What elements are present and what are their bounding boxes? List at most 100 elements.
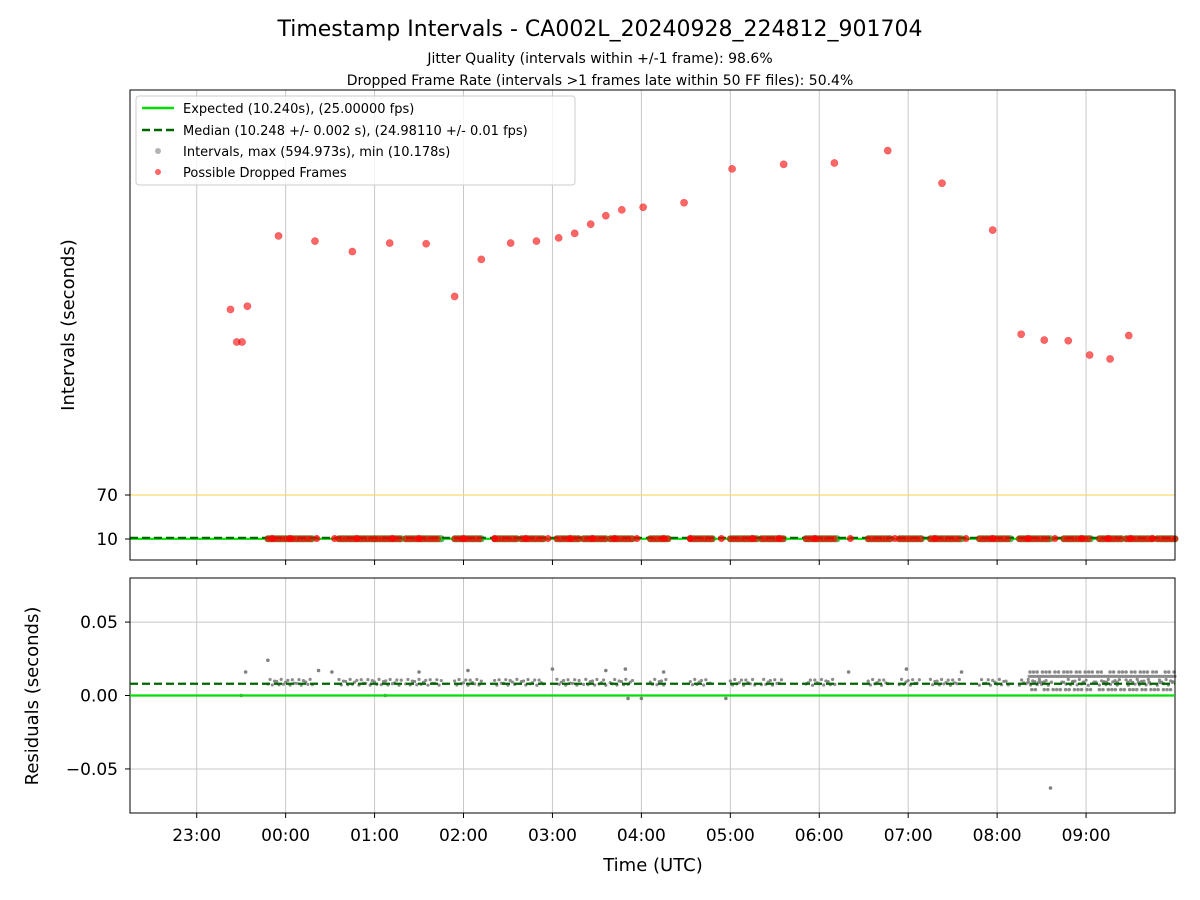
dropped-frame-point	[1124, 331, 1133, 340]
residual-point	[866, 679, 870, 683]
residual-point	[275, 679, 279, 683]
residual-outlier-point	[724, 696, 728, 701]
residual-point	[957, 677, 961, 682]
residual-point	[435, 678, 439, 682]
residual-point	[1044, 679, 1048, 683]
dropped-frame-point	[779, 160, 788, 169]
residuals-y-ticks: 0.05 0.00 −0.05	[66, 613, 130, 780]
legend-intervals-label: Intervals, max (594.973s), min (10.178s)	[183, 145, 450, 160]
residual-point	[911, 678, 915, 682]
dropped-frame-point	[1085, 535, 1093, 543]
residual-point	[493, 678, 497, 683]
dropped-frame-point	[238, 338, 246, 346]
residual-point	[1124, 678, 1128, 682]
dropped-frame-point	[274, 232, 283, 240]
residual-point	[1097, 683, 1102, 687]
residual-point	[1129, 670, 1134, 674]
residuals-reference-lines	[130, 682, 1175, 697]
residual-point	[997, 677, 1001, 681]
residuals-x-ticks: 23:00 00:00 01:00 02:00 03:00 04:00 05:00 06:00…	[172, 813, 1111, 846]
dropped-frame-point	[628, 535, 635, 543]
residual-point	[573, 678, 577, 682]
intervals-y-tick-label: 10	[96, 530, 118, 550]
dropped-frame-point	[450, 292, 459, 301]
residual-point	[739, 678, 744, 682]
intervals-points	[130, 146, 1179, 543]
residuals-y-tick-label: −0.05	[66, 760, 118, 780]
residual-point	[1165, 687, 1169, 692]
residual-point	[1154, 670, 1159, 674]
residual-point	[535, 683, 539, 687]
residual-point	[286, 678, 290, 682]
residual-point	[704, 678, 708, 682]
chart-title: Timestamp Intervals - CA002L_20240928_22…	[276, 17, 922, 42]
residual-point	[773, 678, 777, 682]
residual-point	[377, 677, 381, 681]
intervals-axes-frame	[129, 89, 1176, 561]
residuals-x-tick-label: 04:00	[617, 826, 666, 846]
residual-point	[1090, 670, 1095, 674]
residual-point	[1046, 687, 1050, 692]
dropped-frame-point	[639, 203, 648, 212]
residual-point	[1069, 670, 1073, 674]
residual-point	[1047, 670, 1052, 674]
residual-point	[561, 678, 566, 683]
residuals-x-tick-label: 00:00	[261, 826, 310, 846]
residual-point	[991, 678, 995, 682]
residual-outlier-point	[639, 696, 644, 701]
residual-point	[1142, 679, 1146, 683]
residual-point	[1072, 687, 1077, 692]
residual-point	[819, 677, 824, 682]
dropped-frame-point	[512, 535, 520, 543]
dropped-frame-point	[1106, 355, 1114, 363]
residual-point	[510, 680, 515, 684]
residual-point	[457, 677, 461, 682]
dropped-frame-point	[313, 535, 321, 543]
residual-point	[833, 682, 837, 686]
dropped-frame-point	[434, 535, 442, 543]
residual-point	[986, 678, 990, 682]
residual-point	[584, 677, 588, 681]
residual-point	[871, 677, 875, 682]
residual-point	[508, 678, 512, 683]
residual-point	[1118, 687, 1123, 692]
residual-point	[1131, 687, 1135, 692]
dropped-frame-point	[917, 535, 924, 543]
residual-point	[1170, 680, 1175, 685]
residual-point	[344, 679, 348, 684]
residual-outlier-point	[550, 667, 555, 671]
residuals-x-axis-label: Time (UTC)	[602, 855, 703, 876]
dropped-frame-point	[1004, 535, 1012, 543]
residuals-x-tick-label: 02:00	[439, 826, 488, 846]
residual-point	[1120, 670, 1125, 674]
residual-outlier-point	[623, 667, 628, 671]
residual-point	[1040, 670, 1045, 674]
residual-point	[1058, 687, 1063, 692]
residual-point	[1028, 670, 1032, 674]
dropped-frame-point	[955, 535, 963, 543]
residual-point	[1110, 687, 1114, 692]
residual-point	[822, 683, 826, 687]
residual-point	[1134, 687, 1139, 692]
residual-point	[595, 677, 599, 682]
residual-point	[515, 677, 519, 681]
residual-point	[1149, 687, 1153, 692]
residual-point	[1077, 677, 1081, 682]
residual-outlier-point	[626, 696, 630, 701]
dropped-frame-point	[1051, 535, 1059, 543]
residual-point	[882, 678, 886, 682]
residual-point	[1056, 670, 1061, 674]
residual-point	[497, 678, 501, 682]
residual-point	[1127, 687, 1132, 692]
residuals-y-tick-label: 0.00	[80, 687, 118, 707]
residual-point	[1097, 687, 1102, 692]
residual-point	[1099, 670, 1103, 674]
residual-point	[955, 682, 959, 686]
residual-point	[439, 678, 443, 683]
residual-point	[899, 677, 904, 681]
residual-point	[1117, 678, 1122, 682]
residual-point	[1163, 670, 1168, 674]
residual-outlier-point	[846, 670, 851, 674]
residual-outlier-point	[266, 658, 270, 663]
residual-point	[1095, 670, 1100, 674]
